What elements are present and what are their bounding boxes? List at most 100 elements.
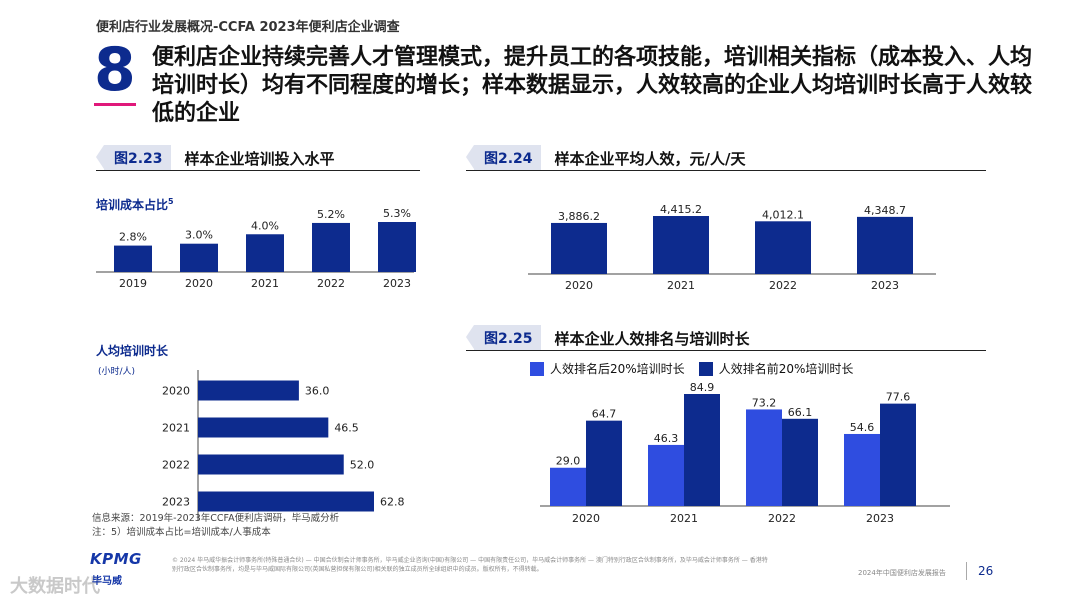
bar xyxy=(551,222,607,274)
data-label: 5.2% xyxy=(317,208,345,221)
data-label: 73.2 xyxy=(752,396,777,409)
data-label: 36.0 xyxy=(305,385,330,398)
bar xyxy=(550,467,586,506)
tick-label: 2023 xyxy=(866,512,894,525)
figure-title: 样本企业平均人效，元/人/天 xyxy=(554,149,746,168)
legend-label: 人效排名后20%培训时长 xyxy=(550,362,685,376)
bar xyxy=(378,222,416,272)
figure-title: 样本企业人效排名与培训时长 xyxy=(554,329,750,348)
data-label: 5.3% xyxy=(383,207,411,220)
tick-label: 2022 xyxy=(768,512,796,525)
source-note: 信息来源：2019年-2023年CCFA便利店调研，毕马威分析 xyxy=(92,513,340,524)
hours-title-label: 人均培训时长 xyxy=(96,344,169,358)
tick-label: 2021 xyxy=(670,512,698,525)
bar xyxy=(684,394,720,506)
data-label: 4,012.1 xyxy=(762,208,804,221)
section-header-2-24: 图2.24 样本企业平均人效，元/人/天 xyxy=(466,145,746,171)
legal-text: © 2024 毕马威华振会计师事务所(特殊普通合伙) — 中国合伙制会计师事务所… xyxy=(172,557,768,573)
kpmg-logo: KPMG xyxy=(90,550,142,568)
section-divider xyxy=(466,170,986,171)
tick-label: 2023 xyxy=(871,279,899,292)
data-label: 84.9 xyxy=(690,381,715,394)
tick-label: 2022 xyxy=(769,279,797,292)
section-divider xyxy=(96,170,420,171)
bar xyxy=(746,409,782,506)
tick-label: 2021 xyxy=(162,422,190,435)
bar xyxy=(198,454,344,475)
bar xyxy=(246,234,284,272)
data-label: 3.0% xyxy=(185,229,213,242)
data-label: 66.1 xyxy=(788,406,813,419)
legend-label: 人效排名前20%培训时长 xyxy=(718,362,854,376)
figure-tag: 图2.25 xyxy=(466,325,541,351)
bar xyxy=(586,420,622,506)
section-divider xyxy=(466,350,986,351)
data-label: 3,886.2 xyxy=(558,210,600,223)
footnote-marker: 5 xyxy=(168,197,174,206)
data-label: 46.3 xyxy=(654,432,679,445)
tick-label: 2021 xyxy=(251,277,279,290)
watermark: 大数据时代 xyxy=(10,576,100,597)
section-number: 8 xyxy=(94,35,136,105)
tick-label: 2022 xyxy=(162,459,190,472)
figure-tag: 图2.23 xyxy=(96,145,171,171)
bar xyxy=(114,245,152,272)
tick-label: 2023 xyxy=(162,496,190,509)
data-label: 62.8 xyxy=(380,496,405,509)
data-label: 4.0% xyxy=(251,219,279,232)
figure-tag: 图2.24 xyxy=(466,145,541,171)
bar xyxy=(180,243,218,272)
legend-item-top20: 人效排名前20%培训时长 xyxy=(698,360,854,377)
legend-swatch xyxy=(530,361,544,376)
data-label: 54.6 xyxy=(850,421,875,434)
bar xyxy=(198,417,329,438)
kpmg-logo-sub: 毕马威 xyxy=(92,576,122,587)
tick-label: 2020 xyxy=(162,385,190,398)
data-label: 4,348.7 xyxy=(864,204,906,217)
data-label: 64.7 xyxy=(592,408,617,421)
chart-legend: 人效排名后20%培训时长 人效排名前20%培训时长 xyxy=(530,360,867,377)
legend-item-bottom20: 人效排名后20%培训时长 xyxy=(530,360,685,377)
tick-label: 2020 xyxy=(185,277,213,290)
data-label: 46.5 xyxy=(334,422,359,435)
bar xyxy=(880,403,916,506)
bar xyxy=(857,216,913,274)
tick-label: 2022 xyxy=(317,277,345,290)
hours-per-person-chart: 36.0 2020 46.5 2021 52.0 2022 62.8 2023 xyxy=(162,370,405,520)
figure-title: 样本企业培训投入水平 xyxy=(184,149,335,168)
tick-label: 2019 xyxy=(119,277,147,290)
report-name: 2024年中国便利店发展报告 xyxy=(858,569,946,577)
bar xyxy=(648,444,684,506)
section-number-underline xyxy=(94,103,136,106)
hours-unit-label: (小时/人) xyxy=(98,367,136,377)
page-headline: 便利店企业持续完善人才管理模式，提升员工的各项技能，培训相关指标（成本投入、人均… xyxy=(152,45,1033,126)
cost-ratio-text: 培训成本占比 xyxy=(96,198,169,212)
bar xyxy=(198,491,374,512)
data-label: 2.8% xyxy=(119,231,147,244)
tick-label: 2020 xyxy=(572,512,600,525)
bar xyxy=(653,216,709,274)
efficiency-rank-chart: 29.0 64.7 2020 46.3 84.9 2021 73.2 66.1 2022 54.6… xyxy=(540,381,950,525)
page-separator xyxy=(966,562,967,580)
data-label: 29.0 xyxy=(556,455,581,468)
data-label: 4,415.2 xyxy=(660,203,702,216)
cost-ratio-label: 培训成本占比5 xyxy=(96,196,174,213)
tick-label: 2023 xyxy=(383,277,411,290)
page-number: 26 xyxy=(978,564,994,578)
bar xyxy=(198,380,299,401)
bar xyxy=(312,222,350,272)
cost-ratio-chart: 2.8% 2019 3.0% 2020 4.0% 2021 5.2% 2022 5.3% 2023 xyxy=(96,207,416,290)
section-header-2-23: 图2.23 样本企业培训投入水平 xyxy=(96,145,335,171)
formula-note: 注：5）培训成本占比=培训成本/人事成本 xyxy=(92,527,271,538)
bar xyxy=(782,418,818,506)
avg-efficiency-chart: 3,886.2 2020 4,415.2 2021 4,012.1 2022 4,348.7… xyxy=(528,203,936,292)
data-label: 77.6 xyxy=(886,391,911,404)
data-label: 52.0 xyxy=(350,459,375,472)
tick-label: 2020 xyxy=(565,279,593,292)
legend-swatch xyxy=(698,361,713,376)
bar xyxy=(844,433,880,506)
section-header-2-25: 图2.25 样本企业人效排名与培训时长 xyxy=(466,325,750,351)
top-source-title: 便利店行业发展概况-CCFA 2023年便利店企业调查 xyxy=(96,20,400,35)
tick-label: 2021 xyxy=(667,279,695,292)
bar xyxy=(755,221,811,274)
